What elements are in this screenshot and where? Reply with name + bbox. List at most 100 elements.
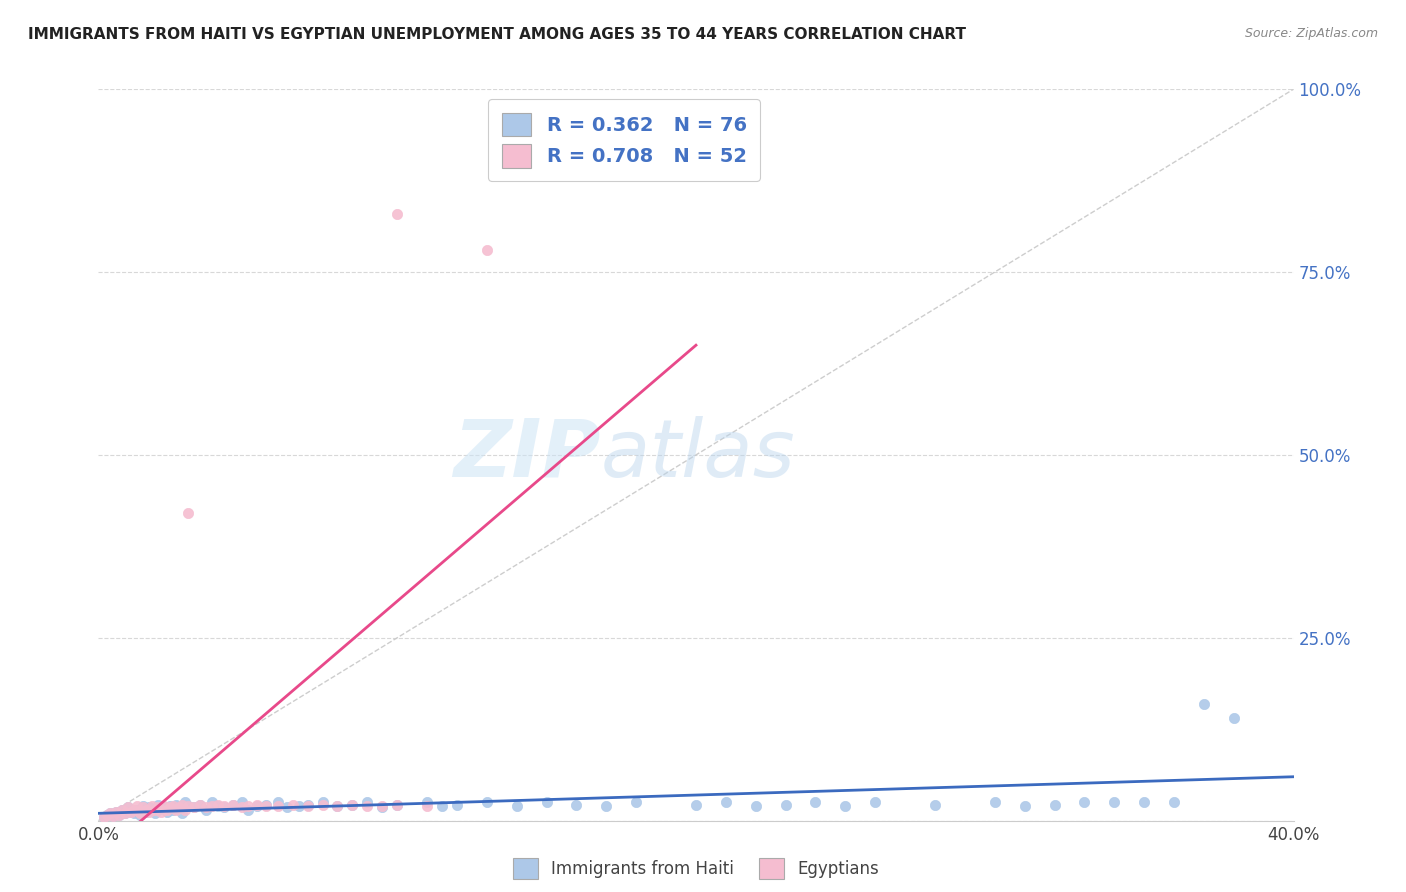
Point: [311, 796, 333, 810]
Point: [177, 799, 200, 814]
Point: [475, 796, 498, 810]
Point: [138, 800, 160, 814]
Point: [1223, 711, 1246, 725]
Point: [127, 803, 149, 817]
Point: [124, 803, 146, 817]
Point: [326, 799, 349, 814]
Point: [108, 807, 131, 822]
Point: [93, 810, 115, 824]
Point: [124, 806, 146, 821]
Point: [385, 206, 409, 220]
Point: [153, 800, 176, 814]
Point: [93, 810, 115, 824]
Point: [159, 800, 181, 814]
Point: [114, 806, 136, 821]
Point: [536, 796, 558, 810]
Point: [167, 800, 190, 814]
Point: [207, 799, 229, 814]
Point: [135, 805, 157, 819]
Point: [745, 799, 768, 814]
Point: [174, 796, 197, 810]
Point: [222, 797, 245, 812]
Point: [162, 803, 184, 817]
Point: [254, 799, 277, 814]
Point: [159, 799, 181, 814]
Point: [96, 807, 118, 822]
Point: [195, 800, 218, 814]
Point: [267, 799, 290, 814]
Point: [804, 796, 827, 810]
Point: [172, 806, 194, 821]
Point: [165, 803, 187, 817]
Point: [834, 799, 856, 814]
Point: [103, 809, 125, 823]
Point: [138, 805, 160, 819]
Point: [148, 800, 170, 814]
Point: [311, 797, 333, 812]
Point: [96, 807, 118, 822]
Point: [371, 800, 394, 814]
Legend: Immigrants from Haiti, Egyptians: Immigrants from Haiti, Egyptians: [506, 852, 886, 886]
Point: [117, 800, 139, 814]
Point: [132, 799, 155, 814]
Point: [207, 797, 229, 812]
Point: [143, 803, 166, 817]
Point: [167, 800, 190, 814]
Point: [430, 799, 453, 814]
Point: [356, 796, 378, 810]
Point: [297, 797, 319, 812]
Point: [254, 797, 277, 812]
Point: [183, 800, 205, 814]
Point: [1192, 697, 1215, 711]
Point: [177, 799, 200, 814]
Point: [475, 243, 498, 257]
Point: [177, 507, 200, 521]
Point: [231, 796, 253, 810]
Point: [111, 803, 134, 817]
Point: [385, 797, 409, 812]
Point: [1043, 797, 1066, 812]
Point: [1104, 796, 1126, 810]
Point: [127, 799, 149, 814]
Point: [236, 799, 259, 814]
Point: [276, 800, 298, 814]
Point: [385, 797, 409, 812]
Point: [565, 797, 588, 812]
Point: [281, 797, 304, 812]
Point: [162, 799, 184, 814]
Point: [111, 803, 134, 817]
Point: [174, 803, 197, 817]
Text: ZIP: ZIP: [453, 416, 600, 494]
Point: [342, 797, 364, 812]
Point: [165, 797, 187, 812]
Point: [1014, 799, 1036, 814]
Point: [201, 796, 224, 810]
Point: [129, 807, 152, 822]
Point: [132, 800, 155, 814]
Point: [984, 796, 1007, 810]
Point: [98, 806, 122, 821]
Point: [416, 799, 439, 814]
Point: [212, 800, 235, 814]
Point: [195, 803, 218, 817]
Point: [135, 803, 157, 817]
Point: [326, 799, 349, 814]
Point: [231, 800, 253, 814]
Point: [222, 797, 245, 812]
Point: [183, 800, 205, 814]
Point: [506, 799, 529, 814]
Point: [188, 797, 211, 812]
Point: [865, 796, 887, 810]
Point: [114, 806, 136, 821]
Point: [267, 796, 290, 810]
Point: [297, 799, 319, 814]
Point: [775, 797, 797, 812]
Point: [714, 796, 737, 810]
Point: [246, 797, 269, 812]
Point: [685, 797, 707, 812]
Point: [150, 805, 173, 819]
Point: [246, 799, 269, 814]
Point: [236, 803, 259, 817]
Point: [153, 799, 176, 814]
Point: [356, 799, 378, 814]
